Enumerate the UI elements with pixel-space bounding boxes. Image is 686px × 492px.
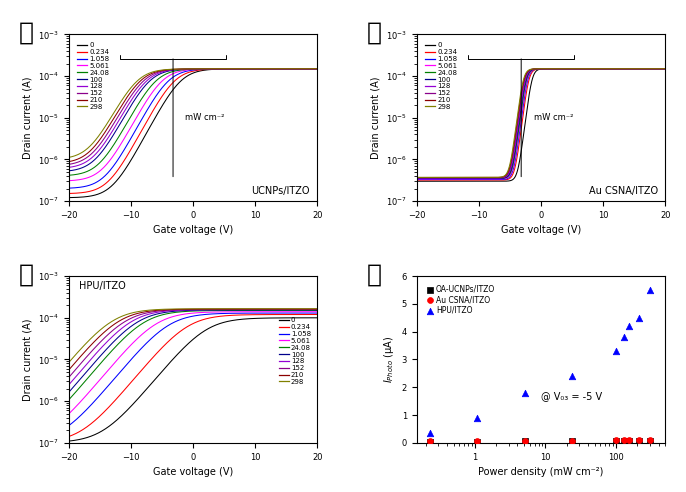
Au CSNA/ITZO: [618, 436, 629, 444]
HPU/ITZO: [644, 286, 655, 294]
Au CSNA/ITZO: [644, 436, 655, 444]
Au CSNA/ITZO: [633, 436, 644, 444]
Y-axis label: Drain current (A): Drain current (A): [22, 77, 32, 159]
Text: 가: 가: [19, 21, 34, 45]
Au CSNA/ITZO: [611, 436, 622, 444]
Text: UCNPs/ITZO: UCNPs/ITZO: [251, 186, 310, 196]
Legend: OA-UCNPs/ITZO, Au CSNA/ITZO, HPU/ITZO: OA-UCNPs/ITZO, Au CSNA/ITZO, HPU/ITZO: [423, 281, 498, 318]
Y-axis label: Drain current (A): Drain current (A): [22, 318, 32, 400]
OA-UCNPs/ITZO: [624, 436, 635, 444]
X-axis label: Gate voltage (V): Gate voltage (V): [153, 467, 233, 477]
HPU/ITZO: [633, 314, 644, 322]
X-axis label: Gate voltage (V): Gate voltage (V): [153, 225, 233, 235]
HPU/ITZO: [624, 322, 635, 330]
HPU/ITZO: [425, 429, 436, 437]
Text: mW cm⁻²: mW cm⁻²: [534, 113, 573, 123]
OA-UCNPs/ITZO: [425, 438, 436, 446]
Legend: 0, 0.234, 1.058, 5.061, 24.08, 100, 128, 152, 210, 298: 0, 0.234, 1.058, 5.061, 24.08, 100, 128,…: [423, 39, 460, 113]
Text: 라: 라: [367, 263, 382, 287]
Au CSNA/ITZO: [425, 437, 436, 445]
Text: mW cm⁻²: mW cm⁻²: [185, 113, 225, 123]
Text: 다: 다: [19, 263, 34, 287]
Text: @ V₀₃ = -5 V: @ V₀₃ = -5 V: [541, 391, 602, 401]
OA-UCNPs/ITZO: [618, 437, 629, 445]
OA-UCNPs/ITZO: [611, 437, 622, 445]
OA-UCNPs/ITZO: [567, 437, 578, 445]
Au CSNA/ITZO: [471, 437, 482, 445]
OA-UCNPs/ITZO: [471, 438, 482, 446]
HPU/ITZO: [567, 372, 578, 380]
HPU/ITZO: [519, 389, 530, 397]
HPU/ITZO: [471, 414, 482, 422]
OA-UCNPs/ITZO: [633, 436, 644, 444]
Text: HPU/ITZO: HPU/ITZO: [79, 281, 126, 291]
Y-axis label: Drain current (A): Drain current (A): [370, 77, 381, 159]
Au CSNA/ITZO: [567, 436, 578, 444]
HPU/ITZO: [618, 333, 629, 341]
Legend: 0, 0.234, 1.058, 5.061, 24.08, 100, 128, 152, 210, 298: 0, 0.234, 1.058, 5.061, 24.08, 100, 128,…: [75, 39, 112, 113]
Text: Au CSNA/ITZO: Au CSNA/ITZO: [589, 186, 658, 196]
OA-UCNPs/ITZO: [644, 436, 655, 444]
HPU/ITZO: [611, 347, 622, 355]
Au CSNA/ITZO: [519, 437, 530, 445]
Au CSNA/ITZO: [624, 436, 635, 444]
X-axis label: Gate voltage (V): Gate voltage (V): [501, 225, 581, 235]
Legend: 0, 0.234, 1.058, 5.061, 24.08, 100, 128, 152, 210, 298: 0, 0.234, 1.058, 5.061, 24.08, 100, 128,…: [276, 314, 314, 388]
OA-UCNPs/ITZO: [519, 437, 530, 445]
Y-axis label: $I_{Photo}$ (μA): $I_{Photo}$ (μA): [382, 336, 396, 383]
Text: 나: 나: [367, 21, 382, 45]
X-axis label: Power density (mW cm⁻²): Power density (mW cm⁻²): [478, 467, 604, 477]
